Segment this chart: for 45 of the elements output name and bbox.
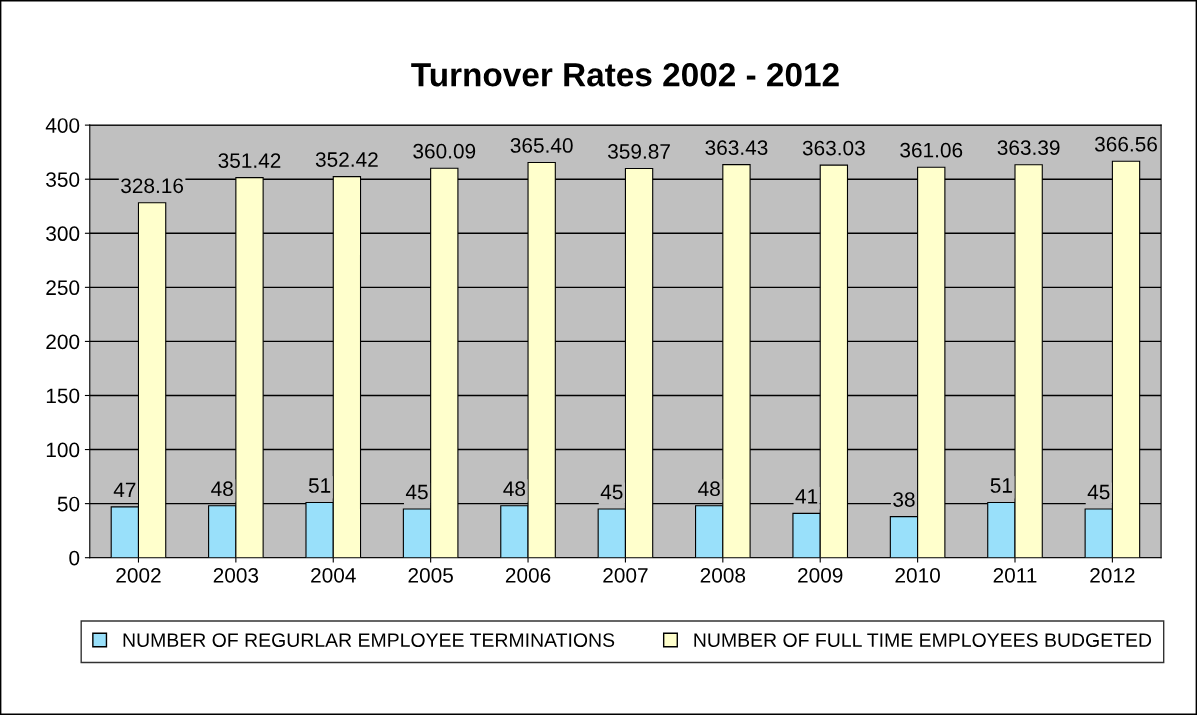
- data-label: 45: [600, 484, 623, 500]
- y-tick-label: 250: [46, 280, 80, 296]
- data-label: 51: [308, 478, 331, 493]
- x-tick-label: 2011: [993, 567, 1037, 583]
- x-tick-label: 2005: [408, 567, 453, 583]
- data-label: 359.87: [608, 144, 670, 159]
- data-label: 38: [893, 492, 915, 507]
- data-label: 366.56: [1094, 136, 1157, 152]
- data-label: 360.09: [413, 143, 476, 159]
- legend-label: NUMBER OF REGURLAR EMPLOYEE TERMINATIONS: [123, 633, 615, 647]
- data-label: 48: [211, 481, 233, 497]
- data-label: 48: [503, 481, 526, 497]
- x-tick-label: 2012: [1090, 567, 1135, 583]
- x-tick-label: 2009: [798, 567, 843, 583]
- x-tick-label: 2004: [311, 567, 356, 583]
- x-tick-label: 2010: [895, 567, 940, 583]
- data-label: 41: [795, 489, 818, 504]
- data-label: 363.39: [997, 140, 1060, 156]
- data-label: 328.16: [121, 178, 184, 194]
- legend-label: NUMBER OF FULL TIME EMPLOYEES BUDGETED: [694, 633, 1152, 647]
- y-tick-label: 0: [69, 550, 80, 566]
- y-tick-label: 150: [46, 388, 80, 404]
- y-tick-label: 200: [46, 334, 80, 350]
- x-tick-label: 2003: [213, 567, 259, 583]
- data-label: 45: [405, 484, 428, 500]
- data-label: 51: [990, 478, 1012, 493]
- y-tick-label: 400: [45, 118, 80, 133]
- data-label: 351.42: [218, 153, 281, 168]
- x-tick-label: 2008: [700, 567, 746, 583]
- data-label: 47: [113, 482, 136, 497]
- data-label: 352.42: [315, 152, 378, 167]
- data-label: 363.03: [802, 140, 865, 156]
- data-label: 363.43: [705, 140, 768, 155]
- y-tick-label: 300: [46, 226, 80, 242]
- x-tick-label: 2002: [116, 567, 161, 583]
- data-label: 48: [698, 481, 720, 497]
- x-tick-label: 2007: [603, 567, 648, 583]
- y-tick-label: 350: [46, 172, 80, 187]
- x-tick-label: 2006: [505, 567, 551, 583]
- data-label: 365.40: [510, 138, 573, 153]
- chart-title: Turnover Rates 2002 - 2012: [411, 62, 839, 87]
- y-tick-label: 100: [46, 442, 80, 458]
- data-label: 45: [1087, 484, 1110, 500]
- data-label: 361.06: [900, 142, 963, 158]
- y-tick-label: 50: [57, 496, 80, 512]
